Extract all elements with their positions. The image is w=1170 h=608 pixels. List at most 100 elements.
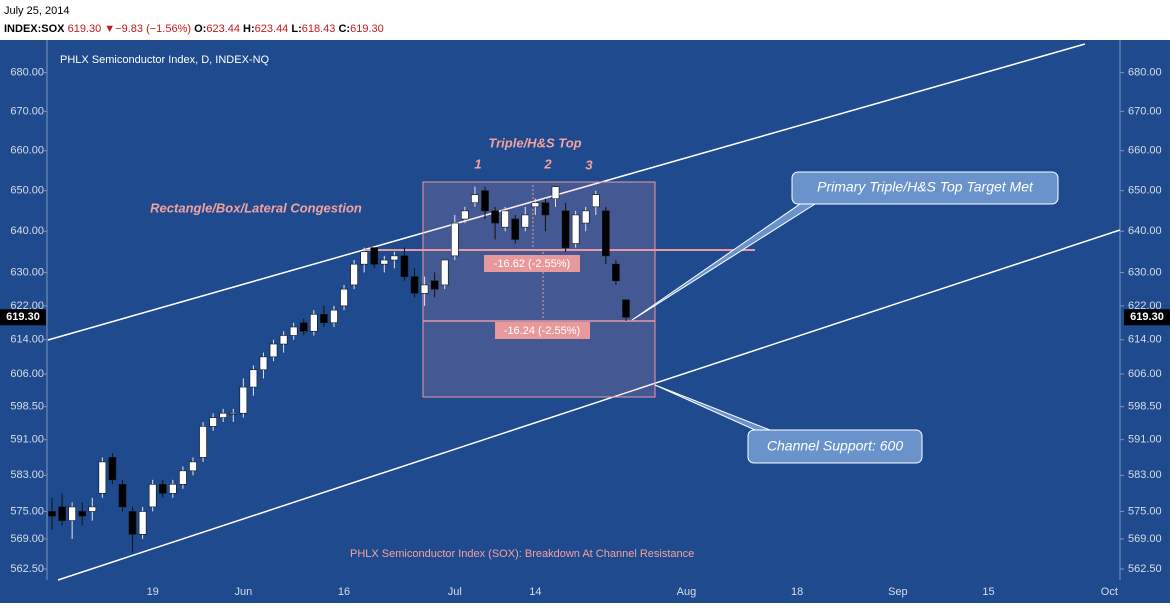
- candle-body: [118, 484, 127, 508]
- candle-body: [138, 511, 147, 535]
- candle-body: [622, 299, 630, 318]
- candle-body: [299, 322, 308, 332]
- candle-body: [581, 210, 590, 224]
- candle-body: [571, 214, 580, 244]
- candle-body: [78, 511, 87, 517]
- y-tick-label: 622.00: [10, 300, 44, 312]
- x-tick-label: 16: [338, 586, 350, 598]
- measure-box: [495, 322, 590, 339]
- x-tick-label: Aug: [677, 586, 697, 598]
- y-tick-label: 598.50: [1128, 401, 1162, 413]
- y-tick-label: 583.00: [10, 469, 44, 481]
- callout-text: Channel Support: 600: [767, 438, 903, 454]
- annotation: Triple/H&S Top: [488, 135, 581, 150]
- candle-body: [461, 210, 469, 220]
- change: −9.83 (−1.56%): [115, 23, 191, 35]
- candle-body: [199, 426, 207, 458]
- candle-body: [330, 309, 338, 324]
- candle-body: [511, 218, 520, 240]
- candle-body: [430, 280, 439, 290]
- candle-body: [320, 314, 328, 324]
- candle-body: [561, 210, 570, 248]
- y-tick-label: 650.00: [1128, 185, 1162, 197]
- y-tick-label: 650.00: [10, 185, 44, 197]
- candle-body: [269, 343, 278, 358]
- open: 623.44: [206, 23, 240, 35]
- candle-body: [98, 461, 107, 494]
- x-tick-label: Oct: [1101, 586, 1118, 598]
- close-label: C:: [338, 23, 350, 35]
- candle-body: [239, 386, 248, 414]
- candle-body: [591, 194, 600, 208]
- y-tick-label: 606.00: [1128, 368, 1162, 380]
- candle-body: [68, 506, 76, 521]
- candle-body: [350, 263, 358, 286]
- candle-body: [169, 484, 177, 494]
- x-tick-label: Sep: [888, 586, 908, 598]
- candle-body: [189, 461, 197, 472]
- y-tick-label: 614.00: [10, 334, 44, 346]
- candle-body: [440, 259, 449, 286]
- candle-body: [148, 484, 157, 508]
- candle-body: [450, 222, 459, 257]
- date: July 25, 2014: [4, 5, 69, 17]
- low-label: L:: [291, 23, 301, 35]
- measure-label: -16.62 (-2.55%): [494, 258, 570, 270]
- candle-body: [501, 210, 509, 228]
- quote: INDEX:SOX 619.30 ▼−9.83 (−1.56%) O:623.4…: [4, 23, 384, 35]
- callout-box: [747, 429, 923, 464]
- y-tick-label: 630.00: [1128, 266, 1162, 278]
- candle-body: [158, 484, 167, 494]
- candle-body: [400, 255, 409, 277]
- y-tick-label: 640.00: [10, 225, 44, 237]
- candle-body: [380, 259, 389, 265]
- y-tick-label: 562.50: [1128, 563, 1162, 575]
- price-marker: [0, 309, 46, 326]
- open-label: O:: [194, 23, 206, 35]
- high-label: H:: [243, 23, 255, 35]
- candle-body: [219, 412, 227, 418]
- annotation: 1: [474, 156, 481, 171]
- x-tick-label: Jul: [448, 586, 462, 598]
- measure-box: [484, 255, 580, 272]
- callout-text: Primary Triple/H&S Top Target Met: [817, 179, 1034, 195]
- annotation: 3: [585, 157, 593, 172]
- headline: PHLX Semiconductor Index (SOX): Breakdow…: [350, 548, 694, 560]
- y-tick-label: 591.00: [1128, 434, 1162, 446]
- candle-body: [279, 335, 288, 345]
- y-tick-label: 622.00: [1128, 300, 1162, 312]
- candle-body: [481, 190, 489, 212]
- candle-body: [390, 255, 399, 261]
- candle-body: [370, 247, 379, 265]
- candle-body: [209, 417, 217, 427]
- y-tick-label: 680.00: [1128, 67, 1162, 79]
- x-tick-label: 18: [791, 586, 803, 598]
- y-tick-label: 569.00: [1128, 533, 1162, 545]
- candle-body: [58, 506, 66, 521]
- candle-body: [410, 276, 419, 294]
- candle-body: [521, 214, 530, 228]
- y-tick-label: 583.00: [1128, 469, 1162, 481]
- x-tick-label: 15: [982, 586, 994, 598]
- candle-body: [88, 506, 97, 512]
- candle-body: [229, 412, 238, 415]
- y-tick-label: 591.00: [10, 434, 44, 446]
- y-tick-label: 562.50: [10, 563, 44, 575]
- measure-label: -16.24 (-2.55%): [504, 325, 580, 337]
- callout-box: [791, 171, 1059, 205]
- last: 619.30: [68, 23, 102, 35]
- candle-body: [310, 314, 318, 332]
- price-marker: [1124, 309, 1170, 326]
- candle-body: [360, 251, 368, 265]
- y-tick-label: 598.50: [10, 401, 44, 413]
- candle-body: [471, 194, 479, 204]
- channel-lower: [57, 229, 1121, 581]
- y-tick-label: 614.00: [1128, 334, 1162, 346]
- y-tick-label: 575.00: [10, 505, 44, 517]
- y-tick-label: 670.00: [10, 105, 44, 117]
- box: [422, 181, 656, 398]
- x-tick-label: 14: [529, 586, 541, 598]
- candle-body: [541, 202, 550, 216]
- symbol: INDEX:SOX: [4, 23, 65, 35]
- y-tick-label: 630.00: [10, 266, 44, 278]
